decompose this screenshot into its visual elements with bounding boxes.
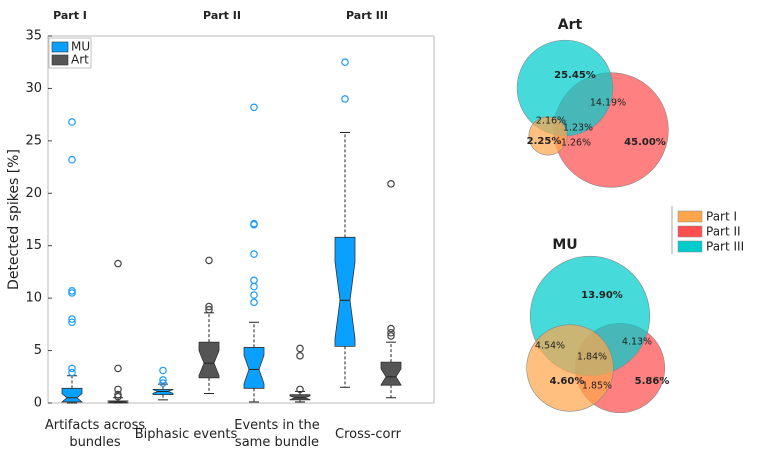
venn-label: 5.86% <box>635 376 670 387</box>
y-tick-label: 10 <box>25 291 42 306</box>
box <box>380 361 402 386</box>
outlier <box>205 305 213 314</box>
outlier <box>159 366 167 375</box>
outlier <box>205 256 213 265</box>
box <box>198 341 220 379</box>
outlier <box>387 180 395 188</box>
y-tick-label: 30 <box>25 81 42 96</box>
y-tick-label: 15 <box>25 238 42 253</box>
outlier <box>387 324 395 333</box>
outlier <box>159 376 167 384</box>
venn-legend-label: Part I <box>706 210 737 224</box>
legend-label: Art <box>71 53 89 67</box>
y-tick-label: 20 <box>25 186 42 201</box>
outlier <box>250 220 258 229</box>
legend-swatch <box>51 54 69 66</box>
plot-frame <box>47 35 435 404</box>
y-tick-label: 0 <box>34 396 42 411</box>
venn-legend-swatch <box>677 210 703 223</box>
part-header: Part I <box>53 9 87 22</box>
outlier <box>68 364 76 373</box>
venn-label: 4.54% <box>535 341 565 352</box>
venn-label: 45.00% <box>624 137 666 148</box>
outlier <box>341 58 349 67</box>
venn-legend-swatch <box>677 225 703 238</box>
y-tick-label: 35 <box>25 29 42 44</box>
venn-label: 1.85% <box>582 381 612 392</box>
box <box>334 236 356 347</box>
box <box>289 394 311 401</box>
venn-label: 4.60% <box>550 376 585 387</box>
x-tick-label: Events in the same bundle <box>234 418 320 450</box>
venn-legend-label: Part II <box>706 225 741 239</box>
x-tick-label: Artifacts across bundles <box>44 418 146 450</box>
venn-label: 2.16% <box>536 116 566 127</box>
outlier <box>250 276 258 285</box>
outlier <box>114 390 122 399</box>
part-header: Part III <box>346 9 388 22</box>
venn-label: 13.90% <box>581 290 623 301</box>
outlier <box>296 344 304 353</box>
box <box>152 388 174 396</box>
venn-legend-label: Part III <box>706 240 744 254</box>
venn-label: 1.26% <box>561 138 591 149</box>
part-header: Part II <box>203 9 241 22</box>
venn-title: MU <box>552 237 577 253</box>
outlier <box>250 298 258 307</box>
venn-title: Art <box>558 17 583 33</box>
y-axis-label: Detected spikes [%] <box>6 149 22 290</box>
box <box>243 347 265 389</box>
outlier <box>68 315 76 323</box>
x-tick-label: Biphasic events <box>134 426 238 442</box>
venn-label: 2.25% <box>527 136 562 147</box>
outlier <box>68 289 76 297</box>
outlier <box>341 95 349 103</box>
outlier <box>159 379 167 387</box>
legend-label: MU <box>71 40 90 54</box>
box <box>60 387 84 403</box>
outlier <box>250 282 258 291</box>
outlier <box>296 352 304 360</box>
outlier <box>114 364 122 373</box>
venn-label: 14.19% <box>590 98 626 109</box>
venn-label: 25.45% <box>554 70 596 81</box>
outlier <box>250 291 258 299</box>
outlier <box>250 250 258 258</box>
venn-label: 4.13% <box>622 337 652 348</box>
outlier <box>250 103 258 112</box>
y-tick-label: 5 <box>34 343 42 358</box>
outlier <box>114 392 122 401</box>
venn-set <box>528 116 568 156</box>
venn-set <box>526 324 614 412</box>
x-tick-label: Cross-corr <box>335 426 401 442</box>
legend-swatch <box>51 41 69 53</box>
outlier <box>387 332 395 340</box>
outlier <box>114 259 122 268</box>
outlier <box>68 287 76 295</box>
outlier <box>68 318 76 327</box>
outlier <box>114 385 122 394</box>
venn-label: 1.84% <box>577 352 607 363</box>
outlier <box>205 302 213 311</box>
outlier <box>68 155 76 164</box>
outlier <box>68 118 76 126</box>
venn-legend-swatch <box>677 240 703 253</box>
outlier <box>68 368 76 377</box>
outlier <box>296 385 304 394</box>
venn-label: 1.23% <box>563 123 593 134</box>
outlier <box>387 328 395 337</box>
y-tick-label: 25 <box>25 133 42 148</box>
legend-frame <box>48 37 92 69</box>
